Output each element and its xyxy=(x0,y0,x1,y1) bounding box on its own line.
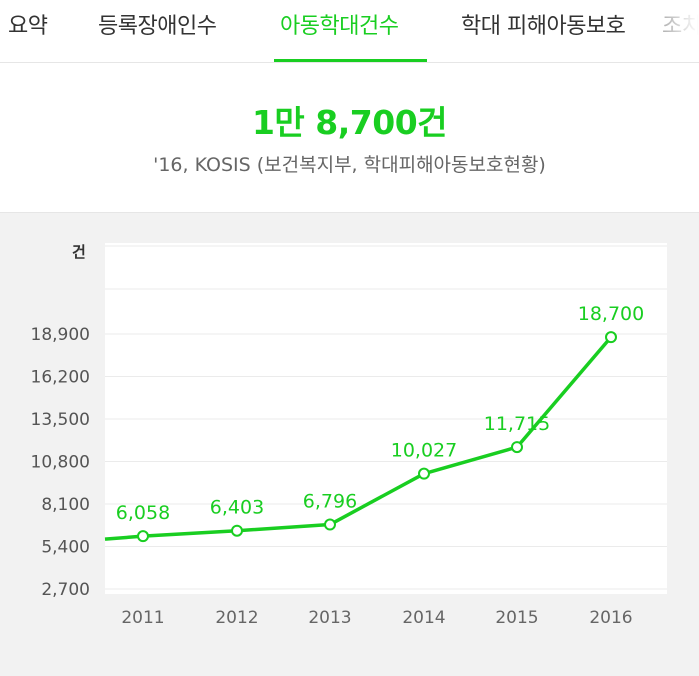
data-label: 6,058 xyxy=(116,502,170,524)
tab-summary[interactable]: 요약 xyxy=(8,14,48,39)
line-chart: 2,7005,4008,10010,80013,50016,20018,900 … xyxy=(31,243,667,628)
x-tick-label: 2011 xyxy=(121,608,164,628)
y-tick-label: 10,800 xyxy=(31,453,90,473)
x-tick-label: 2013 xyxy=(308,608,351,628)
y-tick-label: 13,500 xyxy=(31,410,90,430)
tab-registered-disabled[interactable]: 등록장애인수 xyxy=(98,14,217,39)
data-label: 18,700 xyxy=(578,303,644,325)
data-point[interactable] xyxy=(418,467,430,480)
data-labels: 6,058 6,403 6,796 10,027 11,715 18,700 xyxy=(116,303,644,524)
y-tick-label: 8,100 xyxy=(41,495,90,515)
y-tick-label: 18,900 xyxy=(31,325,90,345)
tab-child-abuse-cases[interactable]: 아동학대건수 xyxy=(280,14,399,39)
x-tick-label: 2012 xyxy=(215,608,258,628)
data-point[interactable] xyxy=(511,441,523,454)
data-point[interactable] xyxy=(231,524,243,537)
grid-lines xyxy=(105,245,667,590)
data-points xyxy=(137,331,617,543)
x-tick-label: 2016 xyxy=(589,608,632,628)
tab-overflow-fade xyxy=(659,0,699,60)
y-axis-unit: 건 xyxy=(72,243,86,261)
tab-abused-child-protection[interactable]: 학대 피해아동보호 xyxy=(461,14,626,39)
data-label: 6,796 xyxy=(303,491,357,513)
x-tick-label: 2014 xyxy=(402,608,445,628)
y-axis-ticks: 2,700 5,400 8,100 10,800 13,500 16,200 18,900 xyxy=(31,325,90,600)
data-label: 6,403 xyxy=(210,497,264,519)
data-label: 11,715 xyxy=(484,413,550,435)
chart-panel: 2,700 5,400 8,100 10,800 13,500 16,200 18,900 … xyxy=(0,212,699,676)
headline-value: 1만 8,700건 xyxy=(251,103,448,142)
y-tick-label: 16,200 xyxy=(31,368,90,388)
x-tick-label: 2015 xyxy=(495,608,538,628)
active-tab-indicator xyxy=(274,59,427,62)
source-citation: '16, KOSIS (보건복지부, 학대피해아동보호현황) xyxy=(153,154,546,176)
tab-bar: 요약 등록장애인수 아동학대건수 학대 피해아동보호 조치 xyxy=(0,0,699,63)
x-axis-ticks: 2011 2012 2013 2014 2015 2016 xyxy=(121,608,632,628)
summary-panel: 1만 8,700건 '16, KOSIS (보건복지부, 학대피해아동보호현황) xyxy=(0,62,699,212)
data-point[interactable] xyxy=(324,518,336,531)
data-point[interactable] xyxy=(605,331,617,344)
y-tick-label: 2,700 xyxy=(41,580,90,600)
data-point[interactable] xyxy=(137,530,149,543)
data-label: 10,027 xyxy=(391,440,457,462)
y-tick-label: 5,400 xyxy=(41,538,90,558)
